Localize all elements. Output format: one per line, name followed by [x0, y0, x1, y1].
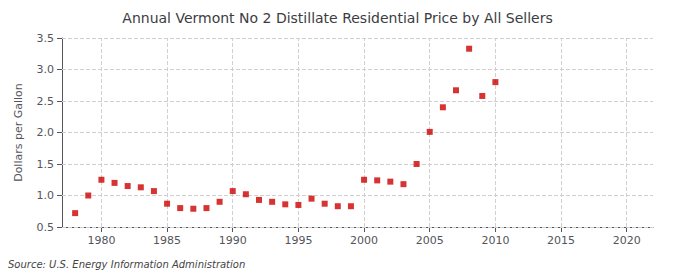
svg-text:1995: 1995	[284, 234, 312, 247]
svg-text:1980: 1980	[87, 234, 115, 247]
svg-text:1985: 1985	[153, 234, 181, 247]
svg-text:1990: 1990	[219, 234, 247, 247]
svg-text:1.0: 1.0	[37, 189, 55, 202]
svg-text:2.5: 2.5	[37, 95, 55, 108]
svg-text:Dollars per Gallon: Dollars per Gallon	[12, 83, 25, 182]
svg-text:0.5: 0.5	[37, 221, 55, 234]
svg-text:1.5: 1.5	[37, 158, 55, 171]
svg-text:3.0: 3.0	[37, 63, 55, 76]
svg-text:2015: 2015	[547, 234, 575, 247]
svg-text:2020: 2020	[613, 234, 641, 247]
svg-text:2000: 2000	[350, 234, 378, 247]
svg-text:2005: 2005	[416, 234, 444, 247]
svg-text:3.5: 3.5	[37, 32, 55, 45]
svg-text:2010: 2010	[481, 234, 509, 247]
svg-text:2.0: 2.0	[37, 126, 55, 139]
svg-text:Source: U.S. Energy Informatio: Source: U.S. Energy Information Administ…	[8, 259, 245, 270]
svg-text:Annual Vermont No 2 Distillate: Annual Vermont No 2 Distillate Residenti…	[122, 10, 552, 26]
